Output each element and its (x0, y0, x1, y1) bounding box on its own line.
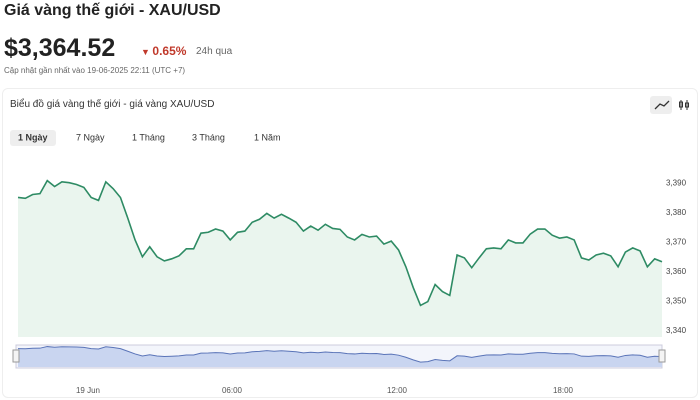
navigator-fill (18, 346, 662, 367)
navigator-label: 18:00 (553, 386, 574, 395)
navigator-label: 12:00 (387, 386, 408, 395)
tab-active-bg[interactable] (10, 130, 56, 146)
y-tick-label: 3,370 (666, 238, 687, 247)
tab[interactable]: 1 Ngày (18, 132, 48, 142)
navigator-handle[interactable] (12, 349, 20, 363)
navigator-handle[interactable] (658, 349, 666, 363)
card-title: Biểu đồ giá vàng thế giới - giá vàng XAU… (10, 99, 215, 110)
candle-icon[interactable] (679, 100, 689, 110)
tab[interactable]: 1 Tháng (132, 132, 165, 142)
tab[interactable]: 3 Tháng (192, 132, 225, 142)
tab[interactable]: 7 Ngày (76, 132, 105, 142)
card (2, 88, 698, 398)
y-tick-label: 3,360 (666, 267, 687, 276)
change: ▼ 0.65% (141, 44, 186, 58)
y-tick-label: 3,350 (666, 297, 687, 306)
navigator-label: 06:00 (222, 386, 243, 395)
navigator-line (17, 346, 663, 363)
line-icon (654, 100, 670, 110)
change-value: 0.65% (152, 44, 187, 58)
price-line (17, 179, 663, 307)
y-tick-label: 3,390 (666, 179, 687, 188)
price: $3,364.52 (4, 34, 116, 62)
area-fill (18, 180, 662, 337)
page-title: Giá vàng thế giới - XAU/USD (4, 2, 221, 19)
period: 24h qua (196, 46, 233, 57)
y-tick-label: 3,340 (666, 326, 687, 335)
updated: Cập nhật gần nhất vào 19-06-2025 22:11 (… (4, 66, 186, 75)
navigator-label: 19 Jun (76, 386, 100, 395)
down-arrow: ▼ (141, 47, 153, 57)
tab[interactable]: 1 Năm (254, 132, 281, 142)
y-tick-label: 3,380 (666, 208, 687, 217)
